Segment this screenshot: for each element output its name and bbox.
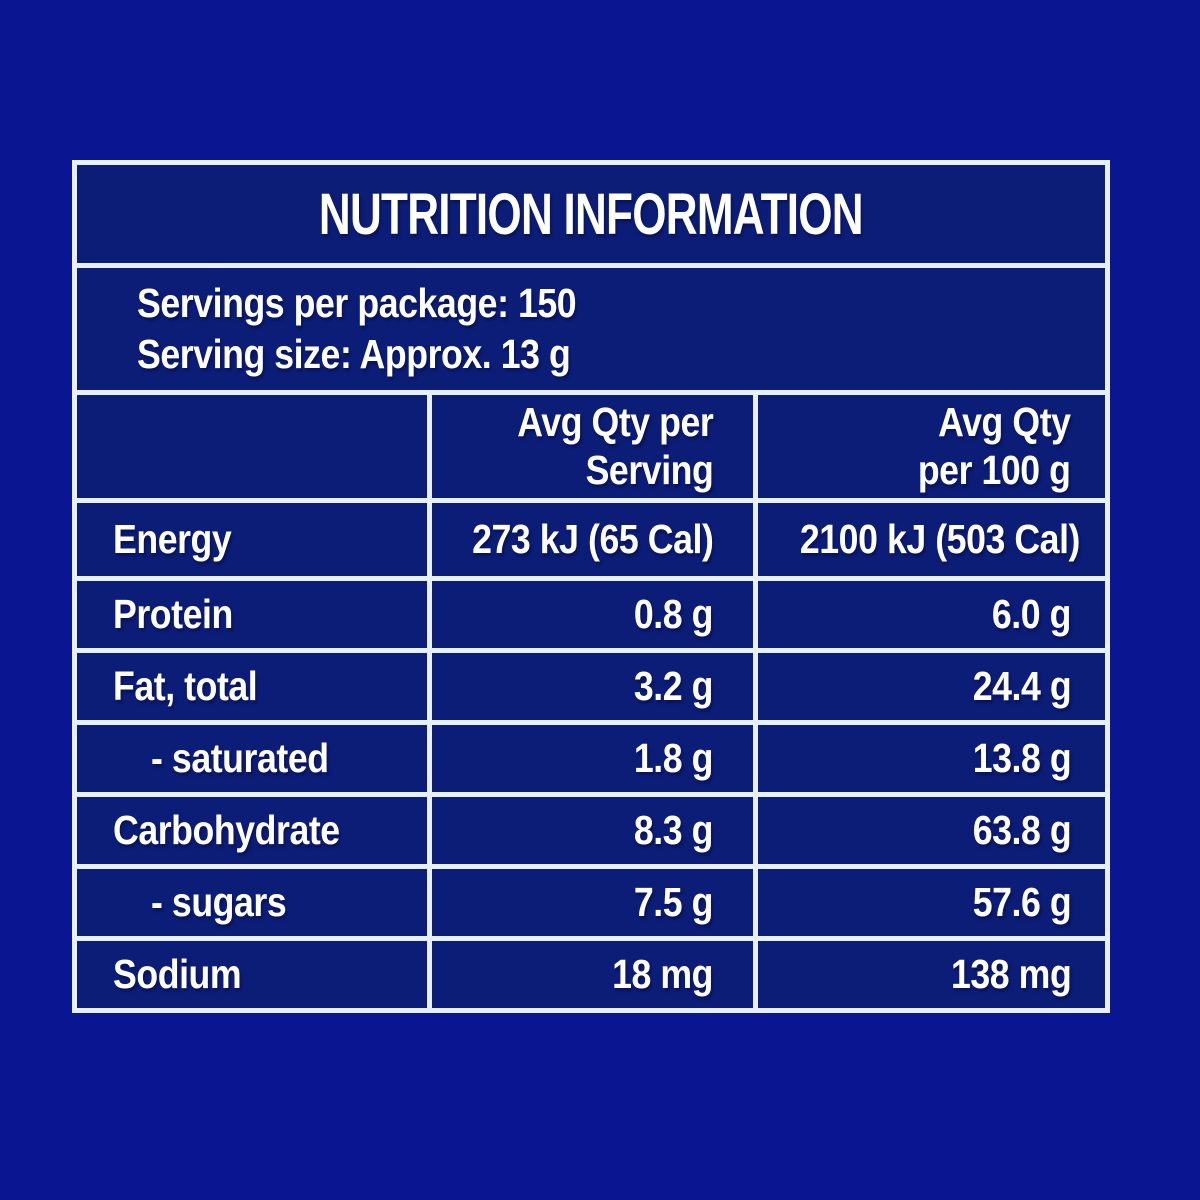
- row-value-per-serving: 273 kJ (65 Cal): [427, 498, 758, 581]
- row-label: - sugars: [72, 864, 432, 941]
- table-row-energy: Energy 273 kJ (65 Cal) 2100 kJ (503 Cal): [72, 498, 1111, 581]
- row-value-per-100g: 57.6 g: [752, 864, 1111, 941]
- table-row-protein: Protein 0.8 g 6.0 g: [72, 576, 1111, 653]
- row-value-per-100g: 6.0 g: [752, 576, 1111, 653]
- row-label: Energy: [72, 498, 432, 581]
- row-value-per-100g: 2100 kJ (503 Cal): [752, 498, 1111, 581]
- row-value-per-100g: 13.8 g: [752, 720, 1111, 797]
- nutrition-label: NUTRITION INFORMATION Servings per packa…: [71, 160, 1111, 1013]
- table-row-fat-total: Fat, total 3.2 g 24.4 g: [72, 648, 1111, 725]
- row-label: Carbohydrate: [72, 792, 432, 869]
- row-value-per-serving: 18 mg: [427, 936, 758, 1013]
- table-row-saturated-fat: - saturated 1.8 g 13.8 g: [72, 720, 1111, 797]
- header-blank-cell: [72, 390, 432, 503]
- row-label: Sodium: [72, 936, 432, 1013]
- row-label: Fat, total: [72, 648, 432, 725]
- serving-info-row: Servings per package: 150 Serving size: …: [71, 263, 1111, 395]
- servings-per-package: Servings per package: 150: [137, 280, 577, 326]
- table-row-carbohydrate: Carbohydrate 8.3 g 63.8 g: [72, 792, 1111, 869]
- row-label: - saturated: [72, 720, 432, 797]
- serving-info-cell: Servings per package: 150 Serving size: …: [71, 263, 1111, 395]
- table-row-sugars: - sugars 7.5 g 57.6 g: [72, 864, 1111, 941]
- serving-size: Serving size: Approx. 13 g: [137, 331, 571, 377]
- row-value-per-serving: 1.8 g: [427, 720, 758, 797]
- row-value-per-serving: 7.5 g: [427, 864, 758, 941]
- row-value-per-100g: 138 mg: [752, 936, 1111, 1013]
- table-row-sodium: Sodium 18 mg 138 mg: [72, 936, 1111, 1013]
- page-title: NUTRITION INFORMATION: [319, 181, 864, 247]
- header-avg-qty-per-100g: Avg Qty per 100 g: [752, 390, 1111, 503]
- header-avg-qty-per-serving: Avg Qty per Serving: [427, 390, 758, 503]
- title-cell: NUTRITION INFORMATION: [71, 160, 1111, 268]
- row-value-per-100g: 24.4 g: [752, 648, 1111, 725]
- title-row: NUTRITION INFORMATION: [71, 160, 1111, 268]
- row-label: Protein: [72, 576, 432, 653]
- row-value-per-serving: 8.3 g: [427, 792, 758, 869]
- row-value-per-serving: 3.2 g: [427, 648, 758, 725]
- column-header-row: Avg Qty per Serving Avg Qty per 100 g: [72, 390, 1111, 503]
- nutrition-table: NUTRITION INFORMATION Servings per packa…: [71, 160, 1111, 1013]
- row-value-per-100g: 63.8 g: [752, 792, 1111, 869]
- row-value-per-serving: 0.8 g: [427, 576, 758, 653]
